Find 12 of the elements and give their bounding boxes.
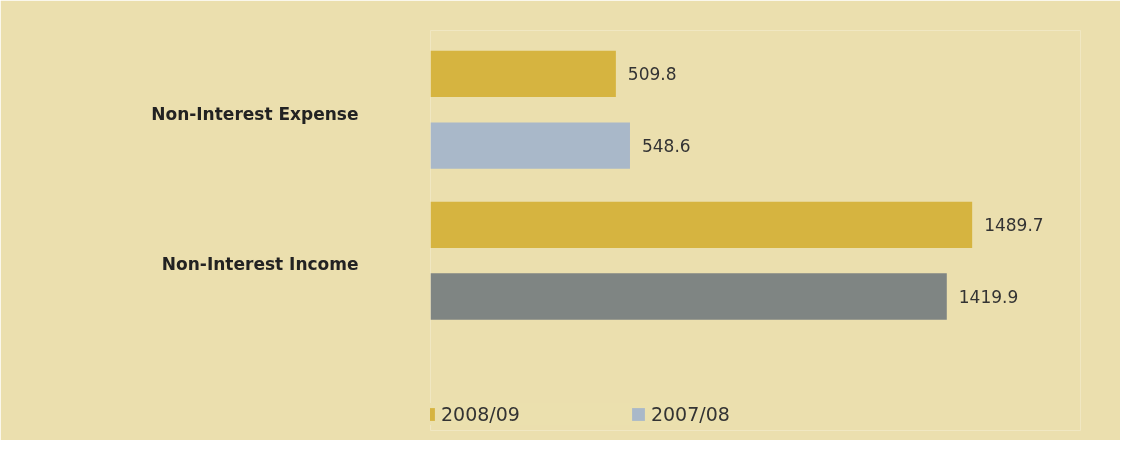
data-label: 1489.7 bbox=[984, 215, 1044, 236]
y-tick-label: Non-Interest Income bbox=[161, 254, 359, 275]
bar bbox=[430, 50, 616, 98]
legend-label: 2008/09 bbox=[441, 403, 520, 425]
bar bbox=[430, 122, 630, 169]
data-label: 1419.9 bbox=[958, 287, 1019, 308]
y-tick-label: Non-Interest Expense bbox=[151, 103, 359, 124]
data-label: 509.8 bbox=[627, 64, 677, 85]
legend-label: 2007/08 bbox=[650, 403, 730, 425]
bar bbox=[430, 273, 947, 320]
bar bbox=[430, 201, 973, 249]
data-label: 548.6 bbox=[641, 136, 691, 157]
